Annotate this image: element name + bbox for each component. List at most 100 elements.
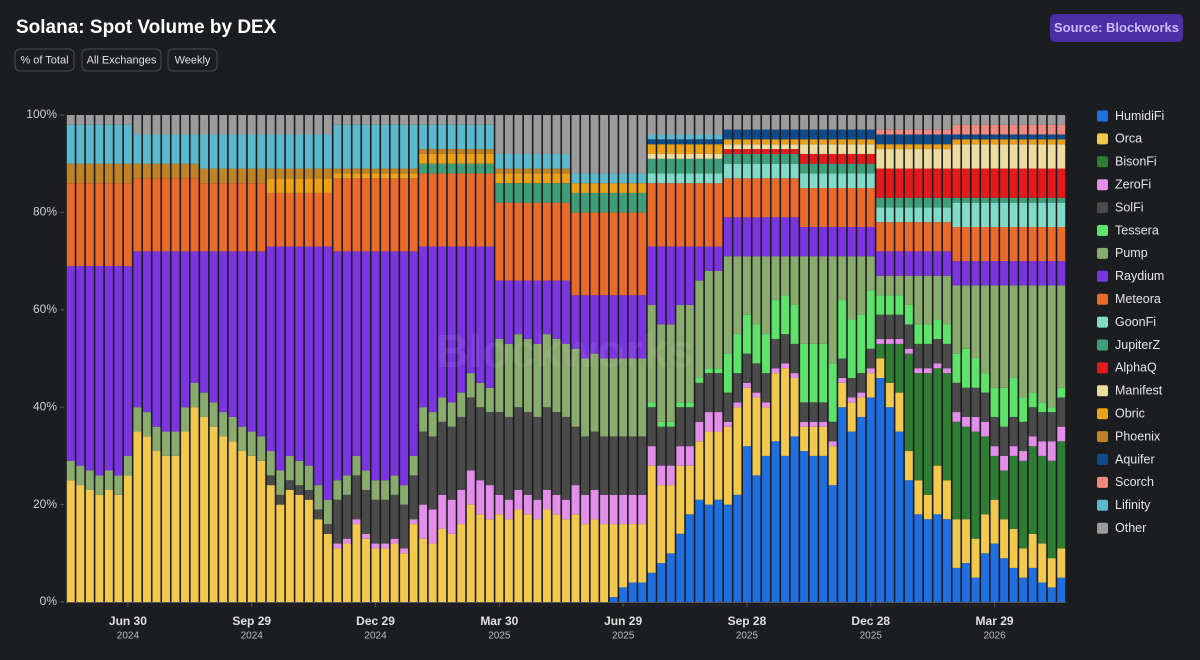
bar-segment [1057,115,1066,125]
bar-segment [828,363,837,422]
bar-segment [942,134,951,145]
bar-segment [314,192,323,247]
bar-segment [695,158,704,174]
bar-segment [504,499,513,520]
percent-button[interactable]: % of Total [14,48,75,72]
bar-segment [66,183,75,266]
bar-segment [447,533,456,602]
bar-segment [923,251,932,276]
bar-segment [95,265,104,476]
bar-segment [342,494,351,539]
bar-segment [276,504,285,602]
bar-segment [400,124,409,169]
bar-segment [571,514,580,602]
bar-segment [609,436,618,495]
source-box[interactable] [1050,14,1183,42]
bar-segment [962,285,970,349]
bar-segment [866,348,875,369]
bar-segment [257,168,266,184]
bar-segment [981,168,990,198]
bar-segment [971,538,980,578]
bar-segment [933,368,942,466]
bar-segment [466,163,475,174]
bar-segment [352,524,361,602]
bar-segment [847,115,856,130]
button-label[interactable]: % of Total [20,54,68,66]
bar-segment [390,178,399,252]
bar-segment [800,451,809,602]
bar-segment [1019,197,1028,203]
bar-segment [981,202,990,228]
bar-segment [371,480,380,500]
bar-segment [628,192,637,213]
bar-segment [781,363,790,369]
button-label[interactable]: Weekly [175,54,211,66]
bar-segment [523,173,532,184]
bar-segment [371,548,380,602]
bar-segment [800,421,809,427]
button-box[interactable] [167,48,218,72]
button-box[interactable] [81,48,162,72]
bar-segment [1038,455,1047,544]
bar-segment [362,489,370,534]
bar-segment [685,139,694,145]
bar-segment [228,115,237,135]
bar-segment [790,377,799,437]
bar-segment [895,251,904,276]
bar-segment [666,183,675,247]
source-button[interactable]: Source: Blockworks [1050,14,1183,42]
bar-segment [438,421,447,495]
bar-segment [781,163,790,179]
bar-segment [333,173,342,179]
bar-segment [200,115,209,135]
bar-segment [342,124,351,169]
bar-segment [914,129,923,135]
bar-segment [476,163,485,174]
bar-segment [704,115,713,135]
bar-segment [790,178,799,218]
bar-segment [676,304,685,403]
bar-segment [933,115,942,130]
bar-segment [276,192,285,247]
bar-segment [247,134,256,169]
bar-segment [533,280,542,344]
bar-segment [723,153,732,164]
bar-segment [238,168,247,184]
bar-segment [876,197,885,208]
bar-segment [923,115,932,130]
bar-segment [562,280,570,344]
button-box[interactable] [14,48,75,72]
interval-button[interactable]: Weekly [167,48,218,72]
button-label[interactable]: All Exchanges [87,54,157,66]
bar-segment [819,343,828,403]
bar-segment [95,183,104,266]
bar-segment [352,519,361,525]
bar-segment [876,222,885,252]
bar-segment [866,144,875,154]
bar-segment [295,178,304,193]
bar-segment [942,368,951,374]
bar-segment [838,163,847,174]
exchanges-button[interactable]: All Exchanges [81,48,162,72]
bar-segment [257,251,266,437]
bar-segment [876,343,885,359]
bar-segment [962,197,970,203]
bar-segment [771,300,780,340]
bar-segment [628,582,637,602]
legend-swatch [1097,362,1108,374]
source-label[interactable]: Source: Blockworks [1054,20,1179,35]
bar-segment [1028,134,1037,140]
bar-segment [828,446,837,486]
bar-segment [1000,455,1009,471]
bar-segment [295,485,304,495]
bar-segment [390,543,399,602]
bar-segment [162,455,170,602]
bar-segment [133,251,142,408]
bar-segment [971,134,980,140]
bar-segment [1000,168,1009,198]
bar-segment [742,129,751,140]
bar-segment [809,163,818,174]
legend-swatch [1097,522,1108,534]
bar-segment [971,387,980,417]
